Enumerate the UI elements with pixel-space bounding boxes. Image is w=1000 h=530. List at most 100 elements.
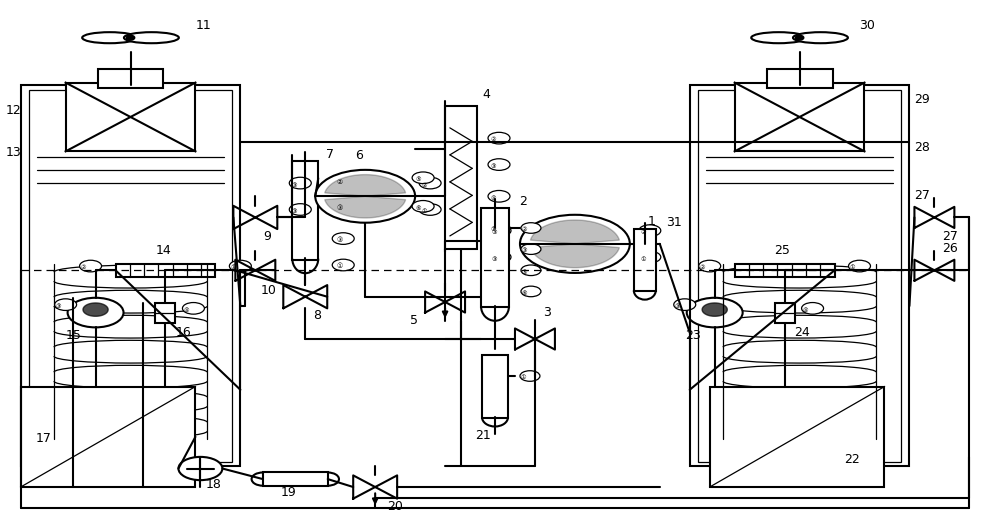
Text: 12: 12: [6, 104, 21, 117]
Circle shape: [796, 36, 803, 40]
Circle shape: [229, 260, 251, 272]
Text: ③: ③: [490, 164, 496, 169]
Text: ③: ③: [522, 249, 528, 253]
Text: 10: 10: [260, 284, 276, 297]
Circle shape: [849, 260, 870, 272]
Text: ②: ②: [641, 231, 646, 235]
Text: ①: ①: [641, 257, 646, 262]
Text: 11: 11: [195, 20, 211, 32]
Bar: [116, 264, 215, 277]
Bar: [767, 69, 833, 88]
Text: ②: ②: [490, 137, 496, 143]
Text: 16: 16: [175, 326, 191, 339]
Circle shape: [489, 251, 511, 263]
Text: 5: 5: [410, 314, 418, 328]
Circle shape: [332, 201, 354, 213]
Text: ④: ④: [803, 307, 808, 313]
Text: 7: 7: [326, 148, 334, 161]
Text: 19: 19: [280, 486, 296, 499]
Polygon shape: [702, 303, 727, 316]
Text: ②: ②: [700, 266, 705, 270]
Ellipse shape: [82, 32, 137, 43]
Circle shape: [687, 298, 743, 328]
Text: 17: 17: [36, 432, 52, 445]
Circle shape: [80, 260, 102, 272]
Circle shape: [419, 204, 441, 215]
Text: ③: ③: [491, 231, 497, 235]
Bar: [66, 83, 195, 152]
Text: 8: 8: [313, 309, 321, 322]
Text: 2: 2: [519, 196, 527, 208]
Text: 20: 20: [387, 500, 403, 514]
Circle shape: [182, 303, 204, 314]
Ellipse shape: [793, 32, 848, 43]
Circle shape: [412, 200, 434, 212]
Text: ⑥: ⑥: [522, 290, 528, 296]
Text: 27: 27: [914, 189, 930, 201]
Text: 29: 29: [914, 93, 930, 107]
Circle shape: [639, 225, 661, 236]
Circle shape: [127, 36, 134, 40]
Circle shape: [488, 190, 510, 202]
Text: 25: 25: [775, 244, 790, 258]
Circle shape: [289, 177, 311, 189]
Circle shape: [488, 159, 510, 170]
Circle shape: [419, 177, 441, 189]
Bar: [690, 85, 909, 466]
Circle shape: [68, 298, 124, 328]
Text: ⑤: ⑤: [522, 270, 528, 275]
Circle shape: [412, 172, 434, 183]
Circle shape: [489, 225, 511, 236]
Text: ①: ①: [490, 227, 496, 232]
Bar: [735, 83, 864, 152]
Text: ⑥: ⑥: [415, 206, 421, 210]
Text: 22: 22: [845, 453, 860, 466]
Bar: [482, 356, 508, 418]
Bar: [21, 85, 240, 466]
Circle shape: [488, 222, 510, 234]
Polygon shape: [530, 220, 619, 244]
Bar: [634, 228, 656, 292]
Ellipse shape: [124, 32, 179, 43]
Circle shape: [699, 260, 721, 272]
Text: 23: 23: [685, 329, 700, 342]
Text: ①: ①: [336, 263, 342, 269]
Circle shape: [332, 259, 354, 271]
Text: ③: ③: [336, 205, 342, 211]
Text: 15: 15: [66, 329, 81, 342]
Ellipse shape: [751, 32, 806, 43]
Bar: [710, 386, 884, 487]
Text: 30: 30: [860, 20, 875, 32]
Text: ②: ②: [421, 183, 427, 188]
Circle shape: [639, 251, 661, 263]
Text: ②: ②: [522, 227, 528, 232]
Bar: [292, 161, 318, 260]
Text: 9: 9: [263, 230, 271, 243]
Circle shape: [521, 223, 541, 233]
Text: ③: ③: [336, 237, 342, 243]
Bar: [735, 264, 835, 277]
Text: ④: ④: [490, 196, 496, 200]
Text: 31: 31: [666, 216, 682, 228]
Text: ①: ①: [230, 266, 236, 270]
Circle shape: [488, 132, 510, 144]
Circle shape: [521, 265, 541, 276]
Circle shape: [521, 244, 541, 254]
Text: 14: 14: [155, 244, 171, 258]
Circle shape: [315, 170, 415, 223]
Text: ①: ①: [850, 266, 855, 270]
Circle shape: [521, 286, 541, 297]
Text: 27: 27: [942, 230, 958, 243]
Circle shape: [178, 457, 222, 480]
Text: ②: ②: [336, 179, 342, 184]
Text: 18: 18: [205, 478, 221, 491]
Circle shape: [289, 204, 311, 215]
Text: 6: 6: [355, 149, 363, 162]
Bar: [481, 208, 509, 307]
Text: ①: ①: [421, 209, 427, 214]
Bar: [445, 107, 477, 249]
Bar: [263, 472, 328, 485]
Text: ③: ③: [675, 304, 680, 309]
Text: ①: ①: [521, 375, 527, 380]
Text: ③: ③: [56, 304, 61, 309]
